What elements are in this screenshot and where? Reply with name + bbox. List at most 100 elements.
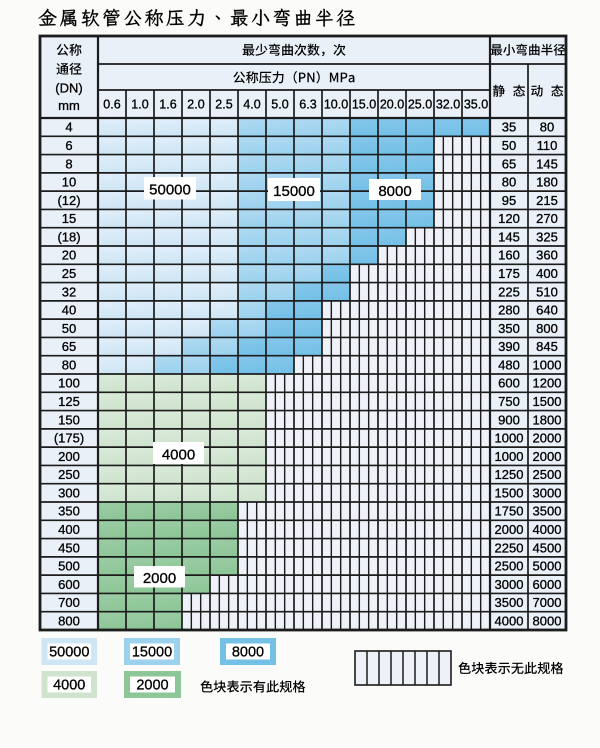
svg-text:0.6: 0.6 [103, 98, 120, 112]
svg-text:150: 150 [58, 412, 80, 427]
svg-text:3000: 3000 [533, 486, 562, 501]
svg-text:700: 700 [58, 595, 80, 610]
svg-text:120: 120 [498, 211, 520, 226]
svg-text:10: 10 [62, 175, 76, 190]
svg-text:2250: 2250 [495, 540, 524, 555]
svg-text:25.0: 25.0 [408, 98, 432, 112]
svg-text:5000: 5000 [533, 559, 562, 574]
svg-text:750: 750 [498, 394, 520, 409]
svg-text:390: 390 [498, 339, 520, 354]
svg-text:1.0: 1.0 [131, 98, 148, 112]
svg-text:80: 80 [502, 175, 516, 190]
svg-text:2000: 2000 [533, 431, 562, 446]
svg-text:225: 225 [498, 284, 520, 299]
svg-text:4000: 4000 [495, 614, 524, 629]
svg-text:270: 270 [536, 211, 558, 226]
svg-text:15000: 15000 [273, 183, 315, 200]
svg-text:65: 65 [502, 156, 516, 171]
svg-text:100: 100 [58, 376, 80, 391]
svg-text:(18): (18) [57, 230, 80, 245]
svg-text:2500: 2500 [533, 467, 562, 482]
svg-text:50000: 50000 [49, 645, 89, 661]
svg-text:80: 80 [540, 120, 554, 135]
svg-text:1000: 1000 [495, 431, 524, 446]
svg-text:2500: 2500 [495, 559, 524, 574]
svg-text:35.0: 35.0 [464, 98, 488, 112]
svg-text:8000: 8000 [533, 614, 562, 629]
svg-text:5.0: 5.0 [271, 98, 288, 112]
svg-text:400: 400 [536, 266, 558, 281]
svg-text:1800: 1800 [533, 412, 562, 427]
svg-text:2000: 2000 [533, 449, 562, 464]
svg-text:15000: 15000 [132, 645, 172, 661]
svg-text:400: 400 [58, 522, 80, 537]
svg-text:250: 250 [58, 467, 80, 482]
svg-text:35: 35 [502, 120, 516, 135]
svg-text:6: 6 [65, 138, 72, 153]
svg-text:800: 800 [536, 321, 558, 336]
svg-text:95: 95 [502, 193, 516, 208]
svg-text:8000: 8000 [378, 183, 411, 200]
svg-text:50000: 50000 [149, 182, 191, 199]
svg-text:8000: 8000 [232, 645, 264, 661]
svg-text:20.0: 20.0 [380, 98, 404, 112]
svg-text:2000: 2000 [143, 570, 176, 587]
svg-text:(175): (175) [54, 431, 84, 446]
svg-text:6000: 6000 [533, 577, 562, 592]
svg-text:(DN): (DN) [55, 81, 82, 96]
svg-text:4500: 4500 [533, 540, 562, 555]
svg-text:4000: 4000 [533, 522, 562, 537]
svg-text:180: 180 [536, 175, 558, 190]
svg-text:40: 40 [62, 303, 76, 318]
svg-text:215: 215 [536, 193, 558, 208]
svg-text:25: 25 [62, 266, 76, 281]
svg-text:1500: 1500 [495, 486, 524, 501]
svg-text:10.0: 10.0 [324, 98, 348, 112]
svg-text:3000: 3000 [495, 577, 524, 592]
svg-text:65: 65 [62, 339, 76, 354]
svg-text:3500: 3500 [495, 595, 524, 610]
svg-text:900: 900 [498, 412, 520, 427]
svg-text:1.6: 1.6 [159, 98, 176, 112]
svg-text:mm: mm [58, 98, 80, 113]
svg-text:600: 600 [58, 577, 80, 592]
svg-text:500: 500 [58, 559, 80, 574]
svg-text:50: 50 [62, 321, 76, 336]
svg-text:20: 20 [62, 248, 76, 263]
svg-text:325: 325 [536, 230, 558, 245]
svg-text:32: 32 [62, 284, 76, 299]
svg-text:8: 8 [65, 156, 72, 171]
svg-text:510: 510 [536, 284, 558, 299]
svg-text:4: 4 [65, 120, 72, 135]
svg-text:450: 450 [58, 540, 80, 555]
svg-text:50: 50 [502, 138, 516, 153]
svg-text:145: 145 [536, 156, 558, 171]
svg-text:1500: 1500 [533, 394, 562, 409]
svg-text:4000: 4000 [162, 446, 195, 463]
svg-text:350: 350 [58, 504, 80, 519]
svg-text:800: 800 [58, 614, 80, 629]
svg-text:125: 125 [58, 394, 80, 409]
svg-text:(12): (12) [57, 193, 80, 208]
svg-text:6.3: 6.3 [299, 98, 316, 112]
svg-text:160: 160 [498, 248, 520, 263]
svg-text:1250: 1250 [495, 467, 524, 482]
svg-text:2000: 2000 [136, 678, 168, 694]
svg-text:15: 15 [62, 211, 76, 226]
svg-text:600: 600 [498, 376, 520, 391]
svg-text:4000: 4000 [53, 678, 85, 694]
svg-text:110: 110 [537, 138, 558, 153]
svg-text:280: 280 [498, 303, 520, 318]
svg-text:1200: 1200 [533, 376, 562, 391]
svg-text:1000: 1000 [495, 449, 524, 464]
svg-text:350: 350 [498, 321, 520, 336]
svg-text:480: 480 [498, 358, 520, 373]
svg-text:7000: 7000 [533, 595, 562, 610]
svg-text:15.0: 15.0 [352, 98, 376, 112]
svg-text:2.0: 2.0 [187, 98, 204, 112]
svg-text:360: 360 [536, 248, 558, 263]
svg-text:200: 200 [58, 449, 80, 464]
svg-text:32.0: 32.0 [436, 98, 460, 112]
svg-text:300: 300 [58, 486, 80, 501]
svg-text:2000: 2000 [495, 522, 524, 537]
